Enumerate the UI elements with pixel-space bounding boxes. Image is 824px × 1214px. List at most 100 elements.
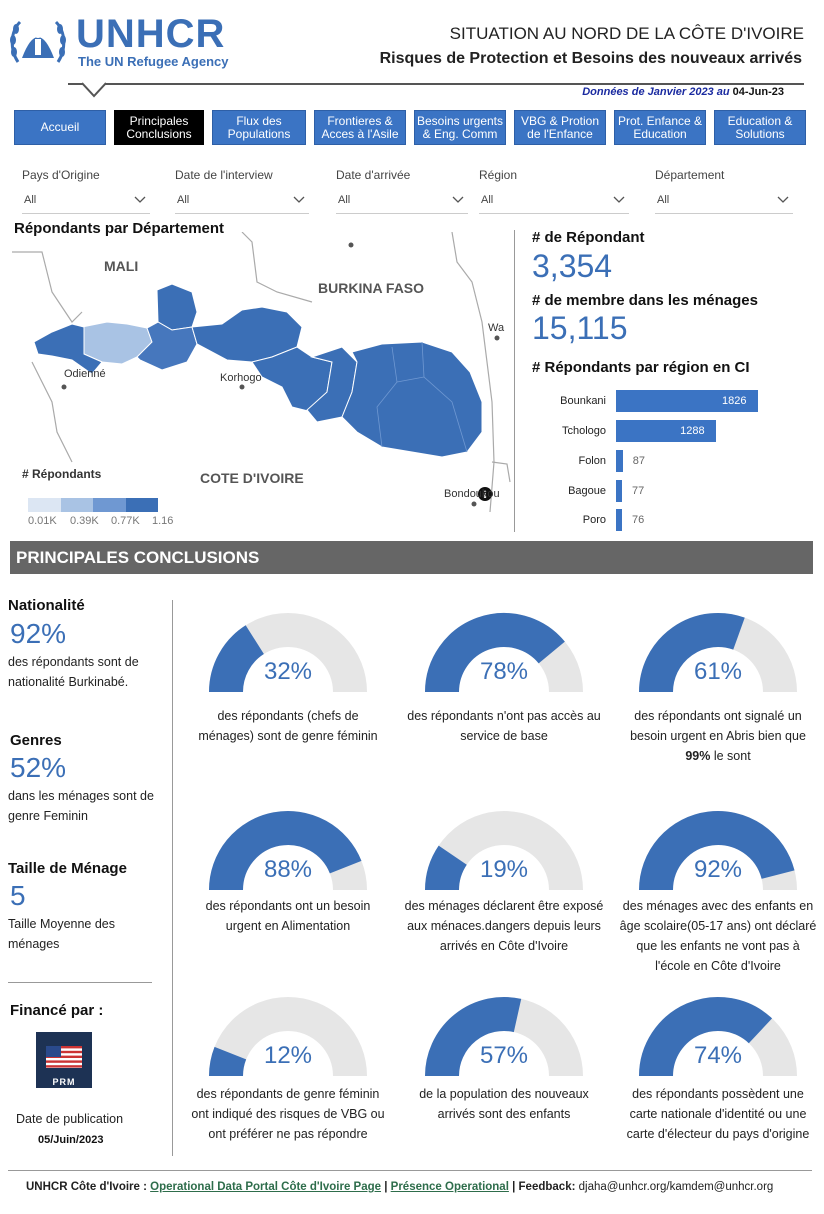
map-region-north[interactable]: [156, 283, 198, 331]
filter-pays-dropdown[interactable]: All: [22, 190, 150, 214]
filter-region-value: All: [481, 194, 494, 206]
map-region-west[interactable]: [33, 323, 103, 375]
map-legend-title: # Répondants: [22, 467, 102, 481]
nationality-value: 92%: [10, 618, 67, 649]
nav-prot-enfance[interactable]: Prot. Enfance & Education: [614, 110, 706, 145]
gauge-5: [425, 811, 583, 891]
bar-label-bagoue: Bagoue: [568, 485, 606, 497]
unhcr-emblem-icon: [10, 20, 66, 63]
legend-tick-2: 0.39K: [70, 515, 99, 527]
filter-region-dropdown[interactable]: All: [479, 190, 629, 214]
legend-swatch-3: [93, 498, 126, 512]
bar-bagoue[interactable]: [616, 480, 622, 502]
nav-accueil[interactable]: Accueil: [14, 110, 106, 145]
household-text: Taille Moyenne des ménages: [8, 917, 116, 951]
bar-bounkani[interactable]: [616, 390, 758, 412]
gauge-6: [639, 811, 797, 891]
legend-swatch-4: [125, 498, 158, 512]
legend-swatch-2: [60, 498, 93, 512]
gauge-fill: [425, 997, 522, 1077]
filter-date-interview-dropdown[interactable]: All: [175, 190, 309, 214]
info-icon[interactable]: [478, 487, 492, 501]
date-value: 04-Jun-23: [732, 86, 784, 98]
footer-feedback-label: Feedback:: [518, 1181, 576, 1193]
gauge-text-7: des répondants de genre féminin ont indi…: [191, 1087, 385, 1141]
date-label: Données de Janvier 2023 au: [582, 86, 730, 98]
nav-principales-conclusions[interactable]: Principales Conclusions: [114, 110, 204, 145]
nav-flux-populations[interactable]: Flux des Populations: [212, 110, 306, 145]
legend-swatch-1: [28, 498, 61, 512]
map-city-bondoukou: Bondoukou: [444, 488, 500, 500]
gauge-fill: [425, 845, 468, 891]
chevron-down-icon: [134, 196, 146, 203]
gauge-value-5: 19%: [479, 856, 529, 883]
footer-link-presence[interactable]: Présence Operational: [390, 1181, 509, 1193]
nav-vbg-protection[interactable]: VBG & Protion de l'Enfance: [514, 110, 606, 145]
legend-tick-4: 1.16: [152, 515, 174, 527]
map-label-burkina: BURKINA FASO: [318, 280, 425, 296]
gauge-fill: [639, 811, 795, 891]
map-region-folon[interactable]: [136, 321, 198, 371]
gauge-3: [639, 613, 797, 693]
header-divider: [68, 83, 804, 85]
gender-text: dans les ménages sont de genre Feminin: [8, 789, 154, 823]
respondents-value: 3,354: [532, 248, 613, 284]
left-column-separator: [8, 982, 152, 983]
gauge-value-4: 88%: [263, 856, 313, 883]
filter-departement-dropdown[interactable]: All: [655, 190, 793, 214]
gauge-value-3: 61%: [693, 658, 743, 685]
filter-label-pays: Pays d'Origine: [22, 168, 100, 182]
filter-date-interview-value: All: [177, 194, 190, 206]
section-banner: PRINCIPALES CONCLUSIONS: [10, 541, 813, 574]
publication-date: 05/Juin/2023: [38, 1134, 104, 1146]
nav-education-solutions[interactable]: Education & Solutions: [714, 110, 806, 145]
page-subtitle: Risques de Protection et Besoins des nou…: [379, 50, 802, 67]
bar-folon[interactable]: [616, 450, 623, 472]
gender-value: 52%: [10, 752, 67, 783]
map-legend-bar: [28, 498, 158, 512]
nav-besoins-urgents[interactable]: Besoins urgents & Eng. Comm: [414, 110, 506, 145]
bar-label-bounkani: Bounkani: [560, 395, 606, 407]
filter-label-date-arrivee: Date d'arrivée: [336, 168, 411, 182]
gauge-value-2: 78%: [479, 658, 529, 685]
filter-label-date-interview: Date de l'interview: [175, 168, 273, 182]
gauge-fill: [425, 613, 565, 693]
vertical-divider: [514, 230, 515, 532]
info-icon-glyph: i: [484, 490, 487, 501]
gauge-track: [209, 997, 367, 1077]
map-region-tchologo[interactable]: [306, 346, 358, 423]
filter-departement-value: All: [657, 194, 670, 206]
departement-map[interactable]: i: [12, 232, 512, 532]
nav-frontieres[interactable]: Frontieres & Acces à l'Asile: [314, 110, 406, 145]
prm-logo: PRM: [36, 1032, 92, 1088]
gauge-text-8: de la population des nouveaux arrivés so…: [419, 1087, 589, 1121]
bar-value-poro: 76: [632, 514, 645, 526]
bar-value-tchologo: 1288: [680, 425, 705, 437]
footer-feedback-value: djaha@unhcr.org/kamdem@unhcr.org: [578, 1181, 774, 1193]
bar-label-tchologo: Tchologo: [561, 425, 606, 437]
bar-label-folon: Folon: [578, 455, 606, 467]
map-title: Répondants par Département: [14, 220, 225, 237]
gauge-fill: [639, 997, 773, 1077]
gauge-text-2: des répondants n'ont pas accès au servic…: [407, 709, 601, 743]
bar-tchologo[interactable]: [616, 420, 717, 442]
filter-label-region: Région: [479, 168, 518, 182]
map-label-civ: COTE D'IVOIRE: [200, 470, 304, 486]
footer-separator: |: [384, 1181, 388, 1193]
map-region-bagoue[interactable]: [191, 306, 303, 363]
map-label-mali: MALI: [104, 258, 139, 274]
legend-tick-1: 0.01K: [28, 515, 57, 527]
us-flag-icon: [46, 1046, 82, 1068]
filter-date-arrivee-dropdown[interactable]: All: [336, 190, 468, 214]
map-region-bounkani[interactable]: [341, 341, 483, 458]
bar-value-bagoue: 77: [632, 485, 645, 497]
footer-link-data-portal[interactable]: Operational Data Portal Côte d'Ivoire Pa…: [150, 1181, 382, 1193]
gauge-text-part: des répondants ont signalé un besoin urg…: [630, 709, 806, 743]
bar-value-bounkani: 1826: [722, 395, 747, 407]
footer: UNHCR Côte d'Ivoire : Operational Data P…: [26, 1181, 773, 1193]
gender-title: Genres: [10, 732, 62, 749]
footer-divider: [8, 1170, 812, 1171]
bar-poro[interactable]: [616, 509, 622, 531]
gauge-value-6: 92%: [693, 856, 743, 883]
gauge-value-1: 32%: [263, 658, 313, 685]
